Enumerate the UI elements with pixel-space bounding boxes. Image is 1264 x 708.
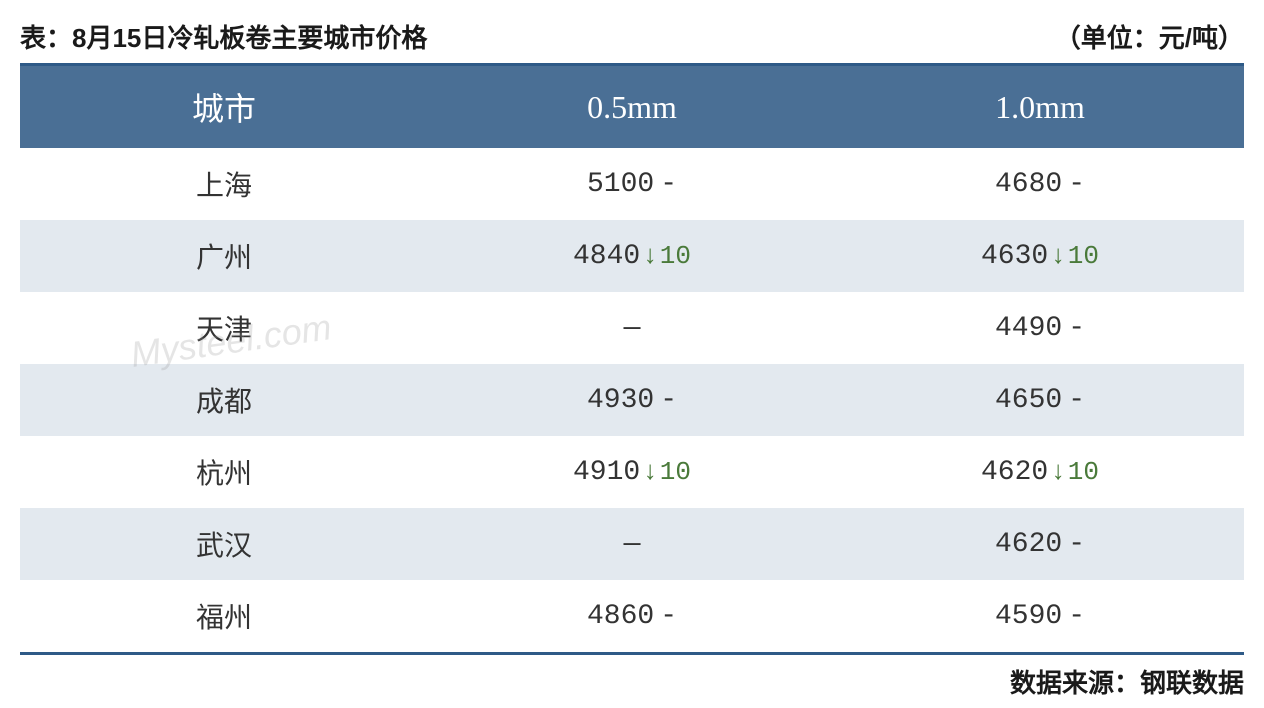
price-value: 5100 bbox=[587, 169, 654, 200]
table-row: 杭州4910↓104620↓10 bbox=[20, 436, 1244, 508]
price-cell: 4650 - bbox=[995, 385, 1085, 416]
price-cell: 4680 - bbox=[995, 169, 1085, 200]
price-cell: 4620 - bbox=[995, 529, 1085, 560]
price-05mm-cell: — bbox=[428, 292, 836, 364]
arrow-down-icon: ↓ bbox=[1050, 241, 1066, 271]
price-dash: - bbox=[660, 169, 677, 200]
change-value: 10 bbox=[660, 457, 691, 487]
table-row: 天津 — 4490 - bbox=[20, 292, 1244, 364]
price-cell: 4630↓10 bbox=[981, 241, 1099, 272]
price-10mm-cell: 4590 - bbox=[836, 580, 1244, 654]
price-05mm-cell: 5100 - bbox=[428, 148, 836, 220]
price-value: 4930 bbox=[587, 385, 654, 416]
arrow-down-icon: ↓ bbox=[642, 457, 658, 487]
table-header-row: 表：8月15日冷轧板卷主要城市价格 （单位：元/吨） bbox=[20, 10, 1244, 63]
table-unit: （单位：元/吨） bbox=[1055, 18, 1244, 55]
price-cell: 4860 - bbox=[587, 601, 677, 632]
change-value: 10 bbox=[1068, 241, 1099, 271]
price-value: 4590 bbox=[995, 601, 1062, 632]
price-value: 4840 bbox=[573, 241, 640, 272]
city-cell: 杭州 bbox=[20, 436, 428, 508]
city-cell: 福州 bbox=[20, 580, 428, 654]
price-10mm-cell: 4620 - bbox=[836, 508, 1244, 580]
price-cell: 4910↓10 bbox=[573, 457, 691, 488]
arrow-down-icon: ↓ bbox=[642, 241, 658, 271]
price-dash: - bbox=[1068, 313, 1085, 344]
price-cell: 5100 - bbox=[587, 169, 677, 200]
city-cell: 上海 bbox=[20, 148, 428, 220]
price-cell: 4840↓10 bbox=[573, 241, 691, 272]
city-cell: 天津 bbox=[20, 292, 428, 364]
table-footer-row: 数据来源：钢联数据 bbox=[20, 655, 1244, 708]
price-05mm-cell: — bbox=[428, 508, 836, 580]
col-header-05mm: 0.5mm bbox=[428, 65, 836, 149]
price-cell: — bbox=[624, 529, 641, 560]
price-05mm-cell: 4930 - bbox=[428, 364, 836, 436]
city-cell: 广州 bbox=[20, 220, 428, 292]
price-value: 4650 bbox=[995, 385, 1062, 416]
arrow-down-icon: ↓ bbox=[1050, 457, 1066, 487]
price-cell: — bbox=[624, 313, 641, 344]
price-dash: - bbox=[1068, 169, 1085, 200]
data-source: 数据来源：钢联数据 bbox=[1010, 663, 1244, 700]
table-row: 广州4840↓104630↓10 bbox=[20, 220, 1244, 292]
price-05mm-cell: 4910↓10 bbox=[428, 436, 836, 508]
table-row: 成都4930 -4650 - bbox=[20, 364, 1244, 436]
table-row: 福州4860 -4590 - bbox=[20, 580, 1244, 654]
table-body: 上海5100 -4680 -广州4840↓104630↓10天津—4490 -成… bbox=[20, 148, 1244, 654]
col-header-city: 城市 bbox=[20, 65, 428, 149]
price-05mm-cell: 4860 - bbox=[428, 580, 836, 654]
price-value: — bbox=[624, 529, 641, 560]
price-cell: 4930 - bbox=[587, 385, 677, 416]
change-value: 10 bbox=[660, 241, 691, 271]
city-cell: 武汉 bbox=[20, 508, 428, 580]
table-title: 表：8月15日冷轧板卷主要城市价格 bbox=[20, 18, 427, 55]
price-cell: 4620↓10 bbox=[981, 457, 1099, 488]
price-10mm-cell: 4680 - bbox=[836, 148, 1244, 220]
price-dash: - bbox=[660, 385, 677, 416]
price-10mm-cell: 4650 - bbox=[836, 364, 1244, 436]
price-value: 4490 bbox=[995, 313, 1062, 344]
table-row: 武汉 — 4620 - bbox=[20, 508, 1244, 580]
price-value: 4620 bbox=[981, 457, 1048, 488]
price-10mm-cell: 4620↓10 bbox=[836, 436, 1244, 508]
price-dash: - bbox=[660, 601, 677, 632]
city-cell: 成都 bbox=[20, 364, 428, 436]
price-10mm-cell: 4630↓10 bbox=[836, 220, 1244, 292]
price-value: 4630 bbox=[981, 241, 1048, 272]
price-cell: 4490 - bbox=[995, 313, 1085, 344]
table-head-row: 城市 0.5mm 1.0mm bbox=[20, 65, 1244, 149]
change-value: 10 bbox=[1068, 457, 1099, 487]
price-value: 4620 bbox=[995, 529, 1062, 560]
price-dash: - bbox=[1068, 385, 1085, 416]
price-05mm-cell: 4840↓10 bbox=[428, 220, 836, 292]
price-dash: - bbox=[1068, 529, 1085, 560]
price-table: 城市 0.5mm 1.0mm 上海5100 -4680 -广州4840↓1046… bbox=[20, 63, 1244, 655]
price-value: 4680 bbox=[995, 169, 1062, 200]
price-value: 4860 bbox=[587, 601, 654, 632]
price-dash: - bbox=[1068, 601, 1085, 632]
price-value: — bbox=[624, 313, 641, 344]
price-10mm-cell: 4490 - bbox=[836, 292, 1244, 364]
col-header-10mm: 1.0mm bbox=[836, 65, 1244, 149]
price-cell: 4590 - bbox=[995, 601, 1085, 632]
table-row: 上海5100 -4680 - bbox=[20, 148, 1244, 220]
price-value: 4910 bbox=[573, 457, 640, 488]
